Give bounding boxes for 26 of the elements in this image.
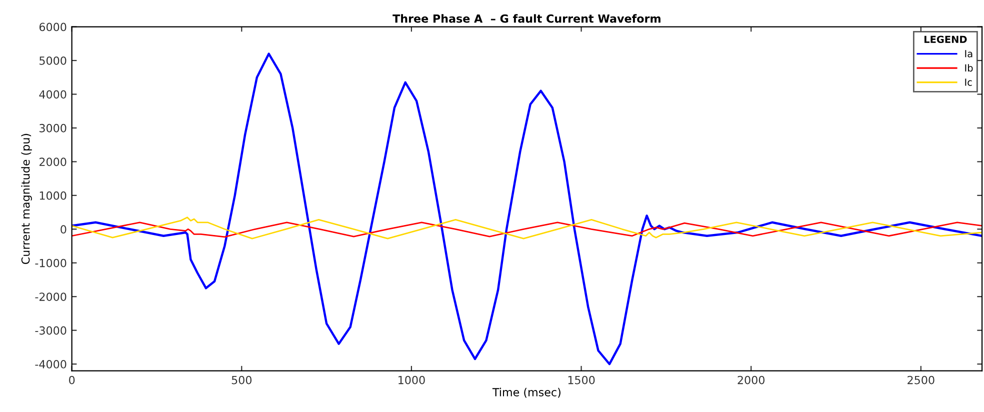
y-tick-label: 6000 — [39, 22, 66, 32]
line-series — [72, 216, 982, 240]
y-tick-label: -1000 — [35, 258, 66, 268]
legend-label: Ib — [965, 64, 973, 72]
y-axis-title: Current magnitude (pu) — [21, 134, 32, 264]
x-tick-label: 500 — [232, 376, 252, 384]
y-tick-label: 0 — [60, 225, 66, 234]
x-axis-title: Time (msec) — [492, 388, 560, 398]
y-tick-label: -2000 — [35, 292, 66, 301]
x-tick-label: 1000 — [398, 376, 425, 384]
x-tick-label: 1500 — [568, 376, 595, 384]
x-tick-label: 0 — [69, 376, 75, 384]
y-tick-label: 3000 — [40, 124, 66, 132]
x-tick-label: 2000 — [738, 376, 764, 384]
x-tick-label: 2500 — [908, 376, 934, 384]
y-tick-label: -3000 — [35, 326, 66, 335]
legend-label: Ia — [965, 50, 972, 58]
y-tick-label: 1000 — [40, 191, 66, 200]
y-tick-label: 2000 — [40, 158, 66, 166]
legend-label: Ic — [965, 78, 972, 86]
y-tick-label: 5000 — [40, 56, 66, 65]
line-series — [72, 222, 982, 238]
legend-title: LEGEND — [924, 36, 967, 44]
y-tick-label: -4000 — [35, 360, 66, 368]
y-tick-label: 4000 — [39, 90, 66, 99]
chart-title: Three Phase A – G fault Current Waveform — [392, 14, 660, 23]
